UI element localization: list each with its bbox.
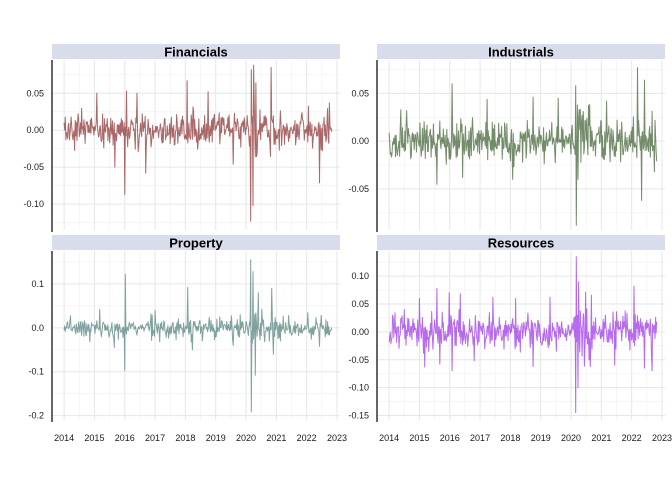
- x-tick-label: 2014: [54, 433, 74, 443]
- facet-strip: [377, 44, 665, 59]
- x-tick-label: 2023: [652, 433, 672, 443]
- panel-financials: Financials -0.10 -0.05 0.00 0.05: [23, 44, 340, 232]
- y-tick-label: -0.10: [348, 383, 369, 393]
- x-tick-label: 2018: [500, 433, 520, 443]
- gridlines: [52, 60, 340, 230]
- y-tick-label: 0.00: [351, 327, 369, 337]
- panel-property: Property -0.2 -0.1 0.0 0.1 2014 2015 2016 2017 20…: [28, 235, 347, 443]
- y-tick-label: 0.10: [351, 271, 369, 281]
- y-tick-label: 0.05: [351, 299, 369, 309]
- gridlines: [52, 251, 340, 420]
- x-tick-label: 2017: [145, 433, 165, 443]
- x-tick-label: 2022: [622, 433, 642, 443]
- series-line: [388, 256, 658, 414]
- series-line: [63, 64, 333, 222]
- x-tick-label: 2020: [561, 433, 581, 443]
- x-tick-label: 2021: [591, 433, 611, 443]
- y-tick-label: -0.05: [23, 162, 44, 172]
- x-tick-label: 2016: [440, 433, 460, 443]
- x-tick-label: 2019: [206, 433, 226, 443]
- y-tick-label: -0.05: [348, 184, 369, 194]
- y-tick-label: 0.05: [351, 88, 369, 98]
- y-tick-label: -0.05: [348, 355, 369, 365]
- y-tick-label: -0.1: [28, 367, 44, 377]
- x-tick-label: 2015: [84, 433, 104, 443]
- y-tick-label: 0.00: [26, 125, 44, 135]
- y-tick-label: 0.00: [351, 136, 369, 146]
- x-tick-label: 2019: [531, 433, 551, 443]
- x-tick-label: 2023: [327, 433, 347, 443]
- facet-strip: [377, 235, 665, 250]
- x-tick-label: 2016: [115, 433, 135, 443]
- y-tick-label: -0.2: [28, 411, 44, 421]
- y-tick-label: -0.10: [23, 199, 44, 209]
- x-tick-label: 2015: [409, 433, 429, 443]
- facet-strip: [52, 44, 340, 59]
- x-tick-label: 2022: [297, 433, 317, 443]
- y-tick-label: -0.15: [348, 411, 369, 421]
- y-tick-label: 0.05: [26, 88, 44, 98]
- facet-title: Property: [169, 236, 223, 251]
- x-tick-label: 2020: [236, 433, 256, 443]
- facet-strip: [52, 235, 340, 250]
- panel-resources: Resources -0.15 -0.10 -0.05 0.00 0.05 0.10 2014…: [348, 235, 672, 443]
- y-tick-label: 0.0: [31, 323, 44, 333]
- y-tick-label: 0.1: [31, 279, 44, 289]
- panel-industrials: Industrials -0.05 0.00 0.05: [348, 44, 665, 232]
- facet-title: Industrials: [488, 45, 554, 60]
- x-tick-label: 2017: [470, 433, 490, 443]
- facet-title: Resources: [488, 236, 554, 251]
- series-line: [63, 259, 333, 413]
- x-tick-label: 2018: [175, 433, 195, 443]
- x-tick-label: 2014: [379, 433, 399, 443]
- x-tick-label: 2021: [266, 433, 286, 443]
- series-line: [388, 67, 658, 226]
- facet-title: Financials: [164, 45, 228, 60]
